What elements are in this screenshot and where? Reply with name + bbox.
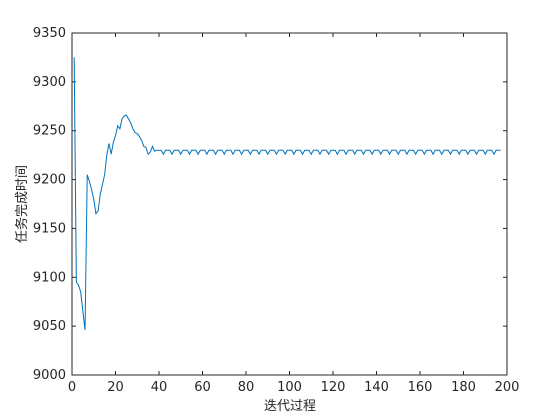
x-tick-label: 140 (364, 380, 389, 395)
x-tick-label: 60 (194, 380, 211, 395)
y-tick-label: 9000 (33, 368, 66, 383)
x-tick-label: 160 (408, 380, 433, 395)
x-tick-label: 100 (277, 380, 302, 395)
x-axis-label: 迭代过程 (264, 399, 316, 414)
data-line (73, 57, 501, 331)
x-tick-label: 20 (107, 380, 124, 395)
y-tick-label: 9200 (33, 173, 66, 188)
x-tick-label: 120 (321, 380, 346, 395)
y-tick-label: 9150 (33, 221, 66, 236)
x-tick-label: 200 (495, 380, 520, 395)
y-tick-label: 9300 (33, 75, 66, 90)
x-tick-label: 0 (68, 380, 76, 395)
y-tick-label: 9350 (33, 26, 66, 41)
y-tick-label: 9100 (33, 270, 66, 285)
y-tick-label: 9250 (33, 124, 66, 139)
y-tick-label: 9050 (33, 319, 66, 334)
y-axis-label: 任务完成时间 (14, 165, 30, 243)
x-tick-label: 180 (451, 380, 476, 395)
axes-box (71, 32, 508, 376)
plot-area (72, 33, 507, 375)
x-tick-label: 80 (238, 380, 255, 395)
x-tick-label: 40 (151, 380, 168, 395)
